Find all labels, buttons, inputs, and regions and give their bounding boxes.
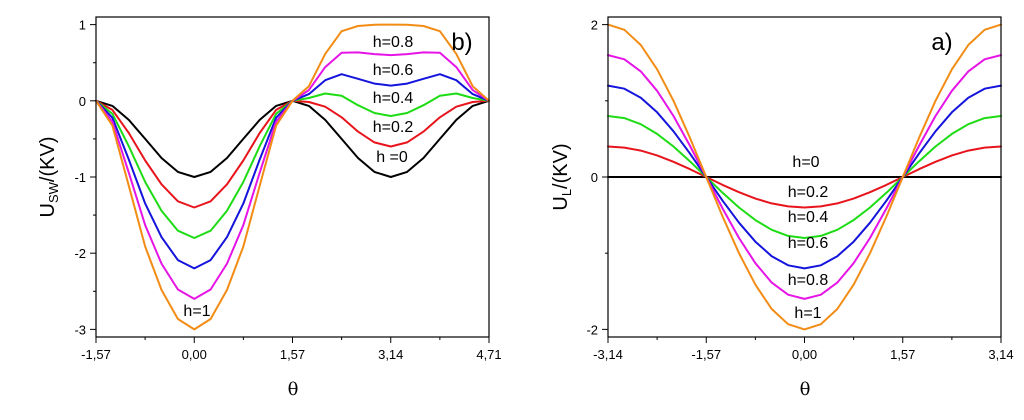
y-axis-label-b: USW/(KV) xyxy=(37,137,61,218)
ticks-a: -3,14 -1,57 0,00 1,57 3,14 -2 0 2 xyxy=(586,18,1013,362)
series-line-h-0-b xyxy=(95,99,490,178)
annotation-h-0.4-b: h=0.4 xyxy=(373,90,414,107)
annotation-h-0-a: h=0 xyxy=(792,154,819,171)
y-tick-label-a: 2 xyxy=(591,18,598,33)
y-tick-label-b: -3 xyxy=(74,322,86,337)
series-line-h-1-b xyxy=(95,23,490,331)
ticks-b: -1,57 0,00 1,57 3,14 4,71 -3 -2 -1 0 1 xyxy=(74,18,501,362)
y-axis-label-rest-a: /(KV) xyxy=(550,143,572,189)
y-tick-label-a: 0 xyxy=(591,170,598,185)
x-tick-label-a: 1,57 xyxy=(890,347,915,362)
x-tick-label-b: 0,00 xyxy=(182,347,207,362)
y-tick-label-b: -2 xyxy=(74,246,86,261)
x-tick-label-a: 3,14 xyxy=(988,347,1013,362)
y-axis-label-main-a: U xyxy=(550,196,572,210)
x-axis-label-a: θ xyxy=(800,379,811,400)
panel-label-a: a) xyxy=(931,29,952,56)
annotation-h-1-b: h=1 xyxy=(183,303,210,320)
series-line-h-0.6-a xyxy=(607,84,1002,270)
x-tick-label-a: -3,14 xyxy=(593,347,623,362)
x-tick-label-a: 0,00 xyxy=(792,347,817,362)
x-tick-label-b: 3,14 xyxy=(378,347,403,362)
annotation-h-0.8-b: h=0.8 xyxy=(373,34,414,51)
x-tick-label-a: -1,57 xyxy=(691,347,721,362)
annotation-h-1-a: h=1 xyxy=(794,305,821,322)
y-tick-label-b: -1 xyxy=(74,170,86,185)
x-tick-label-b: -1,57 xyxy=(81,347,111,362)
annotation-h-0.4-a: h=0.4 xyxy=(788,209,829,226)
series-line-h-0.8-a xyxy=(607,54,1002,300)
series-lines-b xyxy=(95,23,490,331)
plot-frame-b xyxy=(95,16,490,338)
series-lines-a xyxy=(607,23,1002,331)
x-axis-label-b: θ xyxy=(288,379,299,400)
annotation-h-0.2-a: h=0.2 xyxy=(788,184,829,201)
annotation-h-0.6-a: h=0.6 xyxy=(788,235,829,252)
chart-panel-a: -3,14 -1,57 0,00 1,57 3,14-202 a) h=0 h=0.2 … xyxy=(550,16,1014,400)
annotation-h-0.2-b: h=0.2 xyxy=(373,119,414,136)
y-tick-label-b: 0 xyxy=(79,94,86,109)
series-line-h-0.4-b xyxy=(95,92,490,239)
y-axis-label-main-b: U xyxy=(37,203,59,217)
y-axis-label-rest-b: /(KV) xyxy=(37,137,59,183)
annotation-h-0-b: h =0 xyxy=(376,149,408,166)
annotation-h-0.6-b: h=0.6 xyxy=(373,62,414,79)
x-tick-label-b: 4,71 xyxy=(476,347,501,362)
series-line-h-1-a xyxy=(607,23,1002,331)
series-line-h-0.2-a xyxy=(607,145,1002,209)
x-tick-label-b: 1,57 xyxy=(280,347,305,362)
y-tick-label-a: -2 xyxy=(586,322,598,337)
y-tick-label-b: 1 xyxy=(79,18,86,33)
chart-panel-b: -1,57 0,00 1,57 3,14 4,71 -3 -2 -1 0 1 b) h=0.8 h… xyxy=(37,16,502,400)
annotation-h-0.8-a: h=0.8 xyxy=(788,272,829,289)
series-line-h-0.6-b xyxy=(95,73,490,270)
y-axis-label-a: UL/(KV) xyxy=(550,143,574,210)
series-line-h-0.2-b xyxy=(95,99,490,209)
y-axis-label-sub-b: SW xyxy=(46,181,61,203)
panel-label-b: b) xyxy=(451,29,472,56)
series-line-h-0.4-a xyxy=(607,115,1002,239)
y-axis-label-sub-a: L xyxy=(559,189,574,196)
